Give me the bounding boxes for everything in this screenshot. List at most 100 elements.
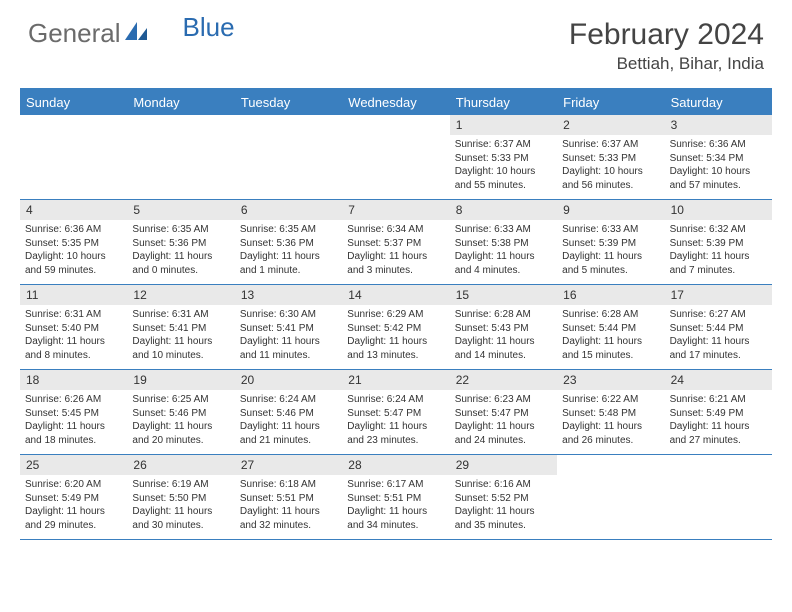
calendar-day: 27Sunrise: 6:18 AMSunset: 5:51 PMDayligh… — [235, 455, 342, 539]
day-number: 6 — [235, 200, 342, 220]
weekday-header-row: SundayMondayTuesdayWednesdayThursdayFrid… — [20, 90, 772, 115]
day-number: 13 — [235, 285, 342, 305]
calendar-day: 15Sunrise: 6:28 AMSunset: 5:43 PMDayligh… — [450, 285, 557, 369]
calendar-day: 19Sunrise: 6:25 AMSunset: 5:46 PMDayligh… — [127, 370, 234, 454]
day-number: 14 — [342, 285, 449, 305]
day-info: Sunrise: 6:26 AMSunset: 5:45 PMDaylight:… — [20, 390, 127, 451]
day-number: 5 — [127, 200, 234, 220]
day-number: 27 — [235, 455, 342, 475]
day-info: Sunrise: 6:35 AMSunset: 5:36 PMDaylight:… — [127, 220, 234, 281]
day-info: Sunrise: 6:24 AMSunset: 5:47 PMDaylight:… — [342, 390, 449, 451]
calendar-day: 21Sunrise: 6:24 AMSunset: 5:47 PMDayligh… — [342, 370, 449, 454]
day-info: Sunrise: 6:36 AMSunset: 5:35 PMDaylight:… — [20, 220, 127, 281]
calendar-day: 26Sunrise: 6:19 AMSunset: 5:50 PMDayligh… — [127, 455, 234, 539]
day-info: Sunrise: 6:25 AMSunset: 5:46 PMDaylight:… — [127, 390, 234, 451]
day-info: Sunrise: 6:17 AMSunset: 5:51 PMDaylight:… — [342, 475, 449, 536]
day-number: 11 — [20, 285, 127, 305]
day-number: 7 — [342, 200, 449, 220]
logo: General Blue — [28, 18, 235, 49]
day-number: 17 — [665, 285, 772, 305]
calendar-day: 11Sunrise: 6:31 AMSunset: 5:40 PMDayligh… — [20, 285, 127, 369]
day-number: 29 — [450, 455, 557, 475]
weekday-header: Monday — [127, 90, 234, 115]
day-info: Sunrise: 6:20 AMSunset: 5:49 PMDaylight:… — [20, 475, 127, 536]
calendar-day: 5Sunrise: 6:35 AMSunset: 5:36 PMDaylight… — [127, 200, 234, 284]
day-info: Sunrise: 6:30 AMSunset: 5:41 PMDaylight:… — [235, 305, 342, 366]
month-title: February 2024 — [569, 18, 764, 52]
calendar-day: 18Sunrise: 6:26 AMSunset: 5:45 PMDayligh… — [20, 370, 127, 454]
day-info: Sunrise: 6:32 AMSunset: 5:39 PMDaylight:… — [665, 220, 772, 281]
calendar-day: 13Sunrise: 6:30 AMSunset: 5:41 PMDayligh… — [235, 285, 342, 369]
calendar-day-empty — [20, 115, 127, 199]
day-info: Sunrise: 6:37 AMSunset: 5:33 PMDaylight:… — [557, 135, 664, 196]
calendar-day-empty — [342, 115, 449, 199]
calendar-day: 4Sunrise: 6:36 AMSunset: 5:35 PMDaylight… — [20, 200, 127, 284]
calendar-day: 1Sunrise: 6:37 AMSunset: 5:33 PMDaylight… — [450, 115, 557, 199]
calendar-day: 29Sunrise: 6:16 AMSunset: 5:52 PMDayligh… — [450, 455, 557, 539]
day-number: 1 — [450, 115, 557, 135]
logo-text-blue: Blue — [183, 12, 235, 43]
day-number: 24 — [665, 370, 772, 390]
calendar-body: 1Sunrise: 6:37 AMSunset: 5:33 PMDaylight… — [20, 115, 772, 540]
day-info: Sunrise: 6:16 AMSunset: 5:52 PMDaylight:… — [450, 475, 557, 536]
calendar-day: 12Sunrise: 6:31 AMSunset: 5:41 PMDayligh… — [127, 285, 234, 369]
calendar: SundayMondayTuesdayWednesdayThursdayFrid… — [20, 88, 772, 540]
day-info: Sunrise: 6:33 AMSunset: 5:38 PMDaylight:… — [450, 220, 557, 281]
day-number: 8 — [450, 200, 557, 220]
calendar-day: 20Sunrise: 6:24 AMSunset: 5:46 PMDayligh… — [235, 370, 342, 454]
day-number: 21 — [342, 370, 449, 390]
day-info: Sunrise: 6:35 AMSunset: 5:36 PMDaylight:… — [235, 220, 342, 281]
day-number: 15 — [450, 285, 557, 305]
day-info: Sunrise: 6:33 AMSunset: 5:39 PMDaylight:… — [557, 220, 664, 281]
weekday-header: Wednesday — [342, 90, 449, 115]
day-info: Sunrise: 6:19 AMSunset: 5:50 PMDaylight:… — [127, 475, 234, 536]
calendar-week-row: 11Sunrise: 6:31 AMSunset: 5:40 PMDayligh… — [20, 285, 772, 370]
day-number: 20 — [235, 370, 342, 390]
day-number: 2 — [557, 115, 664, 135]
logo-text-general: General — [28, 18, 121, 49]
weekday-header: Friday — [557, 90, 664, 115]
day-number: 4 — [20, 200, 127, 220]
calendar-day: 23Sunrise: 6:22 AMSunset: 5:48 PMDayligh… — [557, 370, 664, 454]
calendar-week-row: 1Sunrise: 6:37 AMSunset: 5:33 PMDaylight… — [20, 115, 772, 200]
day-info: Sunrise: 6:18 AMSunset: 5:51 PMDaylight:… — [235, 475, 342, 536]
day-info: Sunrise: 6:22 AMSunset: 5:48 PMDaylight:… — [557, 390, 664, 451]
day-info: Sunrise: 6:27 AMSunset: 5:44 PMDaylight:… — [665, 305, 772, 366]
calendar-day: 10Sunrise: 6:32 AMSunset: 5:39 PMDayligh… — [665, 200, 772, 284]
day-number: 22 — [450, 370, 557, 390]
day-number: 16 — [557, 285, 664, 305]
calendar-day: 24Sunrise: 6:21 AMSunset: 5:49 PMDayligh… — [665, 370, 772, 454]
calendar-day: 28Sunrise: 6:17 AMSunset: 5:51 PMDayligh… — [342, 455, 449, 539]
weekday-header: Sunday — [20, 90, 127, 115]
calendar-day: 16Sunrise: 6:28 AMSunset: 5:44 PMDayligh… — [557, 285, 664, 369]
day-number: 9 — [557, 200, 664, 220]
calendar-day: 25Sunrise: 6:20 AMSunset: 5:49 PMDayligh… — [20, 455, 127, 539]
calendar-day: 2Sunrise: 6:37 AMSunset: 5:33 PMDaylight… — [557, 115, 664, 199]
calendar-week-row: 25Sunrise: 6:20 AMSunset: 5:49 PMDayligh… — [20, 455, 772, 540]
location-label: Bettiah, Bihar, India — [569, 54, 764, 74]
day-info: Sunrise: 6:34 AMSunset: 5:37 PMDaylight:… — [342, 220, 449, 281]
day-info: Sunrise: 6:36 AMSunset: 5:34 PMDaylight:… — [665, 135, 772, 196]
calendar-week-row: 4Sunrise: 6:36 AMSunset: 5:35 PMDaylight… — [20, 200, 772, 285]
day-number: 19 — [127, 370, 234, 390]
calendar-day: 3Sunrise: 6:36 AMSunset: 5:34 PMDaylight… — [665, 115, 772, 199]
weekday-header: Tuesday — [235, 90, 342, 115]
day-info: Sunrise: 6:21 AMSunset: 5:49 PMDaylight:… — [665, 390, 772, 451]
day-info: Sunrise: 6:28 AMSunset: 5:44 PMDaylight:… — [557, 305, 664, 366]
day-number: 25 — [20, 455, 127, 475]
weekday-header: Thursday — [450, 90, 557, 115]
calendar-day-empty — [557, 455, 664, 539]
calendar-day: 22Sunrise: 6:23 AMSunset: 5:47 PMDayligh… — [450, 370, 557, 454]
day-number: 28 — [342, 455, 449, 475]
day-info: Sunrise: 6:29 AMSunset: 5:42 PMDaylight:… — [342, 305, 449, 366]
calendar-day: 8Sunrise: 6:33 AMSunset: 5:38 PMDaylight… — [450, 200, 557, 284]
day-info: Sunrise: 6:37 AMSunset: 5:33 PMDaylight:… — [450, 135, 557, 196]
calendar-day: 14Sunrise: 6:29 AMSunset: 5:42 PMDayligh… — [342, 285, 449, 369]
day-number: 12 — [127, 285, 234, 305]
day-info: Sunrise: 6:31 AMSunset: 5:41 PMDaylight:… — [127, 305, 234, 366]
day-info: Sunrise: 6:23 AMSunset: 5:47 PMDaylight:… — [450, 390, 557, 451]
calendar-day: 17Sunrise: 6:27 AMSunset: 5:44 PMDayligh… — [665, 285, 772, 369]
day-number: 3 — [665, 115, 772, 135]
title-block: February 2024 Bettiah, Bihar, India — [569, 18, 764, 74]
calendar-day-empty — [665, 455, 772, 539]
